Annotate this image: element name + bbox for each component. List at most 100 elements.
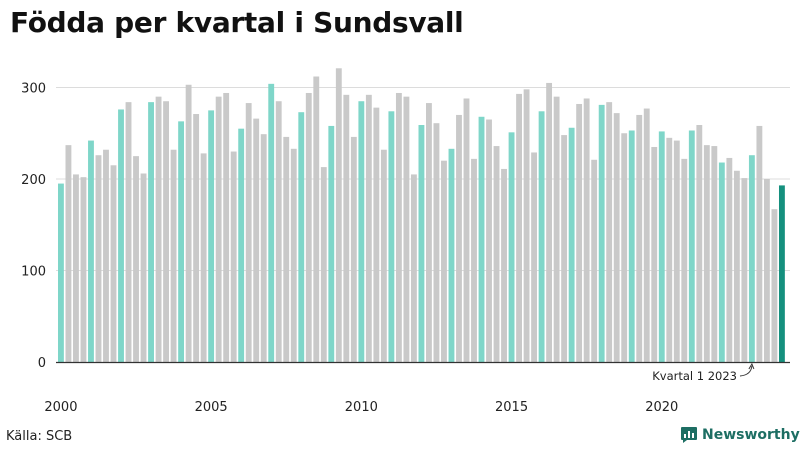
bar (628, 130, 635, 362)
bar (778, 185, 785, 362)
bar (185, 84, 192, 362)
bar (418, 125, 425, 362)
bar (741, 178, 748, 362)
chart-title: Födda per kvartal i Sundsvall (10, 6, 464, 39)
bar (238, 128, 245, 362)
bar (538, 111, 545, 362)
bar (298, 112, 305, 362)
bar (636, 114, 643, 362)
bar (200, 153, 207, 362)
bar (125, 102, 132, 362)
bar (673, 140, 680, 362)
source-label: Källa: SCB (6, 429, 73, 444)
bar (283, 136, 290, 362)
bar (373, 107, 380, 362)
bar (463, 98, 470, 362)
y-tick-label: 300 (21, 82, 46, 97)
bar (65, 145, 72, 362)
bar (501, 168, 507, 362)
bar (703, 145, 710, 362)
bar (208, 110, 215, 363)
bar (733, 170, 740, 362)
bar (568, 127, 575, 362)
bar (388, 111, 395, 362)
bar (365, 94, 372, 362)
bar (711, 146, 718, 362)
bar (328, 125, 335, 363)
bar (313, 76, 320, 363)
bar (320, 167, 327, 362)
bar (350, 136, 357, 362)
bar (178, 121, 185, 362)
bar (576, 103, 583, 362)
bar (748, 155, 755, 362)
bar (448, 148, 455, 362)
bar (110, 165, 117, 362)
bar (395, 92, 402, 363)
bar (253, 118, 260, 362)
annotation: Kvartal 1 2023 (652, 362, 755, 383)
bar (726, 157, 733, 362)
x-tick-label: 2020 (645, 400, 678, 415)
bar (80, 177, 87, 362)
bar (133, 156, 139, 363)
bar (658, 131, 665, 362)
bar (613, 113, 620, 363)
bar (583, 98, 590, 362)
bar (268, 83, 275, 362)
newsworthy-logo-icon (681, 427, 697, 443)
bar (493, 146, 500, 362)
bar (155, 96, 162, 363)
bar (471, 158, 477, 362)
brand-logo[interactable]: Newsworthy (680, 426, 800, 444)
bar (215, 96, 222, 363)
x-tick-label: 2000 (44, 400, 77, 415)
bar (148, 102, 154, 362)
bar (245, 103, 252, 362)
bar (666, 137, 673, 362)
bar (358, 101, 365, 362)
annotation-label: Kvartal 1 2023 (652, 369, 737, 383)
bar (170, 149, 177, 362)
bar (410, 174, 417, 362)
bar (456, 114, 462, 362)
bar (681, 158, 688, 362)
bar (403, 96, 410, 363)
bar (260, 134, 267, 362)
bar (546, 82, 553, 363)
bar (643, 108, 650, 362)
x-axis-ticks: 2000 2005 2010 2015 2020 (44, 400, 678, 415)
bar (441, 160, 447, 362)
bar (478, 116, 485, 362)
bar (771, 209, 778, 362)
x-tick-label: 2005 (195, 400, 228, 415)
bar (275, 101, 282, 362)
brand-name: Newsworthy (702, 427, 800, 443)
bar (343, 94, 350, 362)
bar (305, 92, 312, 363)
bar (531, 152, 538, 362)
x-tick-label: 2015 (495, 400, 528, 415)
bar (688, 130, 695, 362)
x-tick-label: 2010 (345, 400, 378, 415)
bar (591, 159, 598, 362)
y-tick-label: 100 (21, 265, 46, 280)
bar (696, 125, 703, 362)
bars (58, 68, 785, 363)
bar (103, 149, 109, 362)
bar (763, 179, 770, 362)
bar (335, 68, 342, 362)
bar (516, 93, 522, 363)
annotation-arrow (739, 365, 753, 377)
bar (523, 89, 530, 362)
bar (553, 96, 560, 363)
bar (290, 148, 297, 362)
bar (380, 149, 387, 362)
bar (621, 133, 628, 362)
bar (118, 109, 124, 363)
bar (193, 114, 200, 362)
bar (230, 151, 237, 362)
bar (508, 132, 515, 362)
bar (223, 92, 230, 363)
